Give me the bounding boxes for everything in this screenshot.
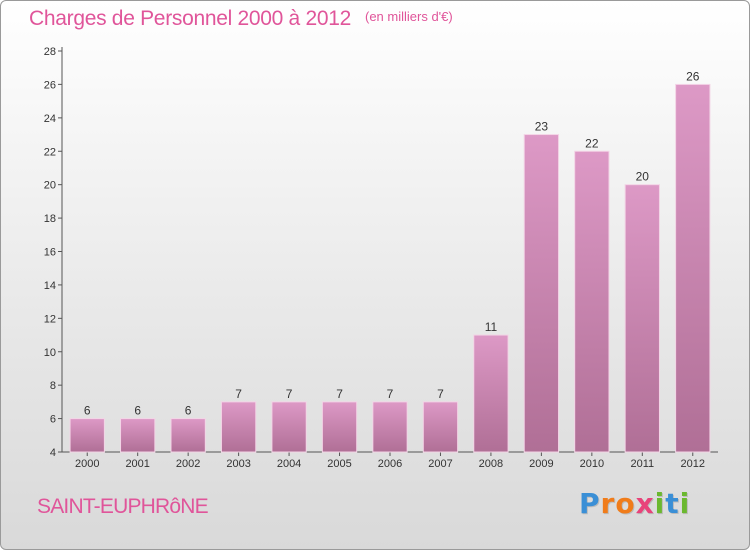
x-tick-label: 2009 [529,458,553,470]
x-tick-label: 2002 [176,458,200,470]
logo-letter: o [615,487,636,520]
chart-bars [69,83,711,453]
y-tick-label: 18 [44,213,56,225]
logo-letter: i [679,487,691,520]
y-tick-label: 16 [44,247,56,259]
x-tick-label: 2001 [125,458,149,470]
data-label: 7 [336,387,343,401]
data-label: 23 [535,120,549,134]
logo-letter: i [654,487,666,520]
x-tick-label: 2006 [378,458,402,470]
data-label: 7 [437,387,444,401]
chart-labels: 6 2000 6 2001 6 2002 7 2003 7 2004 7 2005 7 2006 7 2007… [75,69,705,470]
data-label: 7 [286,387,293,401]
chart-title: Charges de Personnel 2000 à 2012 (en mill… [29,7,453,31]
y-tick-label: 14 [44,280,56,292]
bar [624,184,660,453]
bar [170,418,206,453]
y-tick-label: 6 [50,414,56,426]
data-label: 20 [636,170,650,184]
chart-title-text: Charges de Personnel 2000 à 2012 [29,7,351,30]
chart-subtitle: (en milliers d'€) [364,9,453,24]
bar [422,401,459,453]
data-label: 7 [387,387,394,401]
bar [220,401,257,453]
x-tick-label: 2011 [630,458,654,470]
proxiti-logo[interactable]: Proxiti [579,487,690,520]
y-tick-label: 10 [44,347,56,359]
data-label: 6 [134,404,141,418]
y-tick-label: 4 [50,447,56,459]
data-label: 6 [185,404,192,418]
data-label: 11 [485,320,498,334]
bar [523,134,560,453]
y-tick-label: 28 [44,46,56,58]
x-tick-label: 2003 [226,458,250,470]
y-tick-label: 22 [44,146,56,158]
bar [574,150,610,453]
bar [675,83,711,453]
bar [271,401,307,453]
x-tick-label: 2005 [327,458,351,470]
y-tick-label: 24 [44,113,56,125]
x-tick-label: 2008 [479,458,503,470]
bar [473,334,509,453]
data-label: 26 [686,69,700,83]
bar [372,401,408,453]
logo-letter: r [600,487,616,520]
bar [120,418,156,453]
chart-axes: 4 6 8 10 12 14 16 18 20 22 24 26 28 [44,46,718,459]
x-tick-label: 2000 [75,458,99,470]
x-tick-label: 2010 [580,458,604,470]
data-label: 22 [585,136,599,150]
y-tick-label: 8 [50,380,56,392]
logo-letter: t [665,487,680,520]
commune-name: SAINT-EUPHRôNE [37,495,209,518]
bar [321,401,358,453]
data-label: 6 [84,404,91,418]
y-tick-label: 26 [44,79,56,91]
y-tick-label: 20 [44,180,56,192]
x-tick-label: 2007 [428,458,452,470]
data-label: 7 [235,387,242,401]
logo-letter: P [579,487,601,520]
x-tick-label: 2004 [277,458,301,470]
y-tick-label: 12 [44,313,56,325]
logo-letter: x [635,487,655,520]
bar [69,418,105,453]
x-tick-label: 2012 [681,458,705,470]
